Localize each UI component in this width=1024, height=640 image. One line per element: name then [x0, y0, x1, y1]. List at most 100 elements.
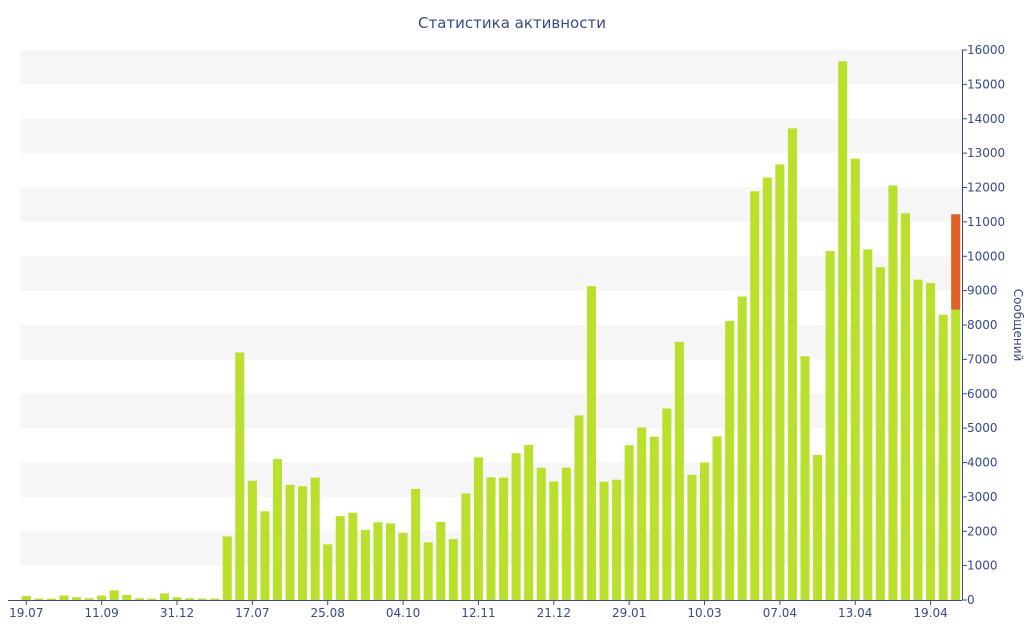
- bar[interactable]: [838, 61, 848, 600]
- y-tick-label: 16000: [967, 43, 1005, 57]
- bar-highlight-segment[interactable]: [951, 214, 961, 310]
- bar[interactable]: [461, 493, 471, 600]
- bar[interactable]: [97, 595, 107, 600]
- grid-band: [20, 256, 962, 291]
- y-tick-label: 14000: [967, 112, 1005, 126]
- y-tick-label: 12000: [967, 181, 1005, 195]
- y-axis-label: Сообщений: [1011, 289, 1024, 362]
- bar[interactable]: [109, 590, 119, 601]
- x-tick-label: 07.04: [763, 606, 797, 620]
- bar[interactable]: [373, 522, 383, 600]
- y-tick-label: 11000: [967, 215, 1005, 229]
- bar[interactable]: [172, 597, 182, 600]
- bar[interactable]: [72, 597, 82, 600]
- bar[interactable]: [197, 598, 207, 601]
- y-tick-label: 10000: [967, 249, 1005, 263]
- bar[interactable]: [900, 213, 910, 600]
- bar[interactable]: [235, 352, 245, 601]
- bar[interactable]: [888, 185, 898, 600]
- x-tick-label: 19.07: [9, 606, 43, 620]
- bar[interactable]: [159, 593, 169, 600]
- bar[interactable]: [574, 415, 584, 600]
- bar[interactable]: [599, 481, 609, 600]
- grid-band: [20, 325, 962, 360]
- bar[interactable]: [875, 267, 885, 600]
- bar[interactable]: [473, 457, 483, 600]
- bar[interactable]: [800, 356, 810, 600]
- bar[interactable]: [34, 598, 44, 601]
- bar[interactable]: [561, 467, 571, 600]
- bar[interactable]: [436, 521, 446, 600]
- x-tick-label: 25.08: [311, 606, 345, 620]
- x-tick-label: 12.11: [461, 606, 495, 620]
- bar[interactable]: [524, 444, 534, 600]
- bar[interactable]: [423, 542, 433, 600]
- bar[interactable]: [335, 516, 345, 601]
- x-tick-label: 04.10: [386, 606, 420, 620]
- bar[interactable]: [272, 459, 282, 600]
- bar[interactable]: [222, 536, 232, 600]
- bar[interactable]: [549, 481, 559, 600]
- bar[interactable]: [926, 283, 936, 600]
- bar[interactable]: [360, 529, 370, 601]
- bar[interactable]: [134, 598, 144, 600]
- bar[interactable]: [147, 598, 157, 601]
- bar[interactable]: [674, 341, 684, 600]
- bar[interactable]: [285, 484, 295, 600]
- bar[interactable]: [649, 436, 659, 600]
- y-axis: 0 1000 2000 3000 4000 5000 6000 7000 8000 9000 100…: [962, 43, 1005, 607]
- bar[interactable]: [386, 523, 396, 600]
- bar[interactable]: [511, 453, 521, 600]
- bar[interactable]: [612, 479, 622, 600]
- bar[interactable]: [825, 251, 835, 600]
- bar[interactable]: [951, 214, 961, 600]
- bar[interactable]: [210, 598, 220, 601]
- bar[interactable]: [762, 177, 772, 600]
- x-tick-label: 17.07: [235, 606, 269, 620]
- bar[interactable]: [913, 279, 923, 601]
- bar[interactable]: [637, 427, 647, 600]
- bar[interactable]: [323, 544, 333, 600]
- bar[interactable]: [310, 477, 320, 601]
- bar[interactable]: [775, 164, 785, 600]
- bar[interactable]: [185, 598, 195, 600]
- x-tick-label: 13.04: [838, 606, 872, 620]
- bar[interactable]: [448, 539, 458, 600]
- bar[interactable]: [850, 158, 860, 601]
- bar[interactable]: [46, 598, 56, 601]
- bar[interactable]: [536, 467, 546, 600]
- bar[interactable]: [499, 477, 509, 601]
- x-tick-label: 11.09: [84, 606, 118, 620]
- bar[interactable]: [59, 595, 69, 600]
- bar[interactable]: [662, 408, 672, 600]
- y-tick-label: 13000: [967, 146, 1005, 160]
- bar[interactable]: [737, 296, 747, 600]
- bar[interactable]: [787, 128, 797, 601]
- bar[interactable]: [84, 598, 94, 600]
- bar[interactable]: [712, 436, 722, 601]
- bar[interactable]: [486, 477, 496, 600]
- bar[interactable]: [725, 320, 735, 601]
- bar[interactable]: [21, 595, 31, 601]
- bar[interactable]: [813, 454, 823, 600]
- bar[interactable]: [411, 488, 421, 600]
- grid-band: [20, 50, 962, 85]
- bar[interactable]: [586, 286, 596, 600]
- bar[interactable]: [260, 511, 270, 600]
- bar[interactable]: [398, 532, 408, 600]
- bar[interactable]: [348, 512, 358, 600]
- bar[interactable]: [687, 474, 697, 601]
- y-tick-label: 3000: [967, 490, 998, 504]
- bar[interactable]: [750, 191, 760, 600]
- grid-band: [20, 118, 962, 154]
- bar[interactable]: [700, 462, 710, 601]
- bar[interactable]: [247, 480, 257, 600]
- y-tick-label: 2000: [967, 524, 998, 538]
- bar[interactable]: [298, 486, 308, 600]
- bar[interactable]: [624, 445, 634, 600]
- y-tick-label: 5000: [967, 421, 998, 435]
- bar[interactable]: [863, 249, 873, 601]
- bar[interactable]: [938, 314, 948, 600]
- bar[interactable]: [122, 594, 132, 600]
